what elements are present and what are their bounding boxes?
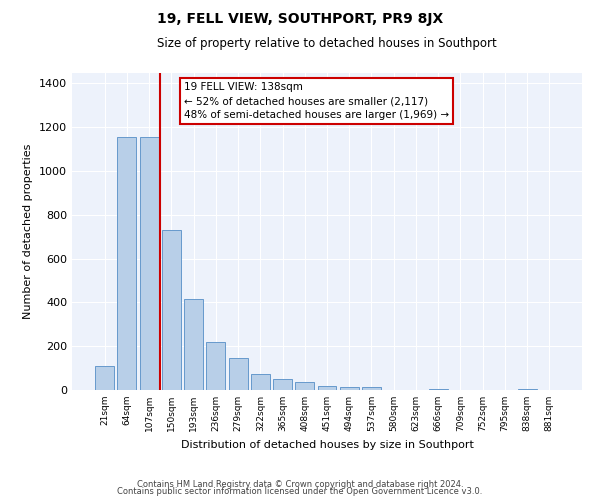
Bar: [273, 379, 292, 390]
Bar: [362, 386, 381, 390]
Bar: [295, 382, 314, 390]
Bar: [340, 386, 359, 390]
Y-axis label: Number of detached properties: Number of detached properties: [23, 144, 34, 319]
Bar: [429, 389, 448, 390]
Text: Contains HM Land Registry data © Crown copyright and database right 2024.: Contains HM Land Registry data © Crown c…: [137, 480, 463, 489]
Bar: [206, 342, 225, 390]
Bar: [140, 137, 158, 390]
Text: 19 FELL VIEW: 138sqm
← 52% of detached houses are smaller (2,117)
48% of semi-de: 19 FELL VIEW: 138sqm ← 52% of detached h…: [184, 82, 449, 120]
X-axis label: Distribution of detached houses by size in Southport: Distribution of detached houses by size …: [181, 440, 473, 450]
Bar: [118, 137, 136, 390]
Text: 19, FELL VIEW, SOUTHPORT, PR9 8JX: 19, FELL VIEW, SOUTHPORT, PR9 8JX: [157, 12, 443, 26]
Bar: [162, 230, 181, 390]
Bar: [251, 374, 270, 390]
Title: Size of property relative to detached houses in Southport: Size of property relative to detached ho…: [157, 38, 497, 51]
Bar: [518, 389, 536, 390]
Bar: [95, 366, 114, 390]
Bar: [229, 358, 248, 390]
Text: Contains public sector information licensed under the Open Government Licence v3: Contains public sector information licen…: [118, 487, 482, 496]
Bar: [317, 386, 337, 390]
Bar: [184, 299, 203, 390]
